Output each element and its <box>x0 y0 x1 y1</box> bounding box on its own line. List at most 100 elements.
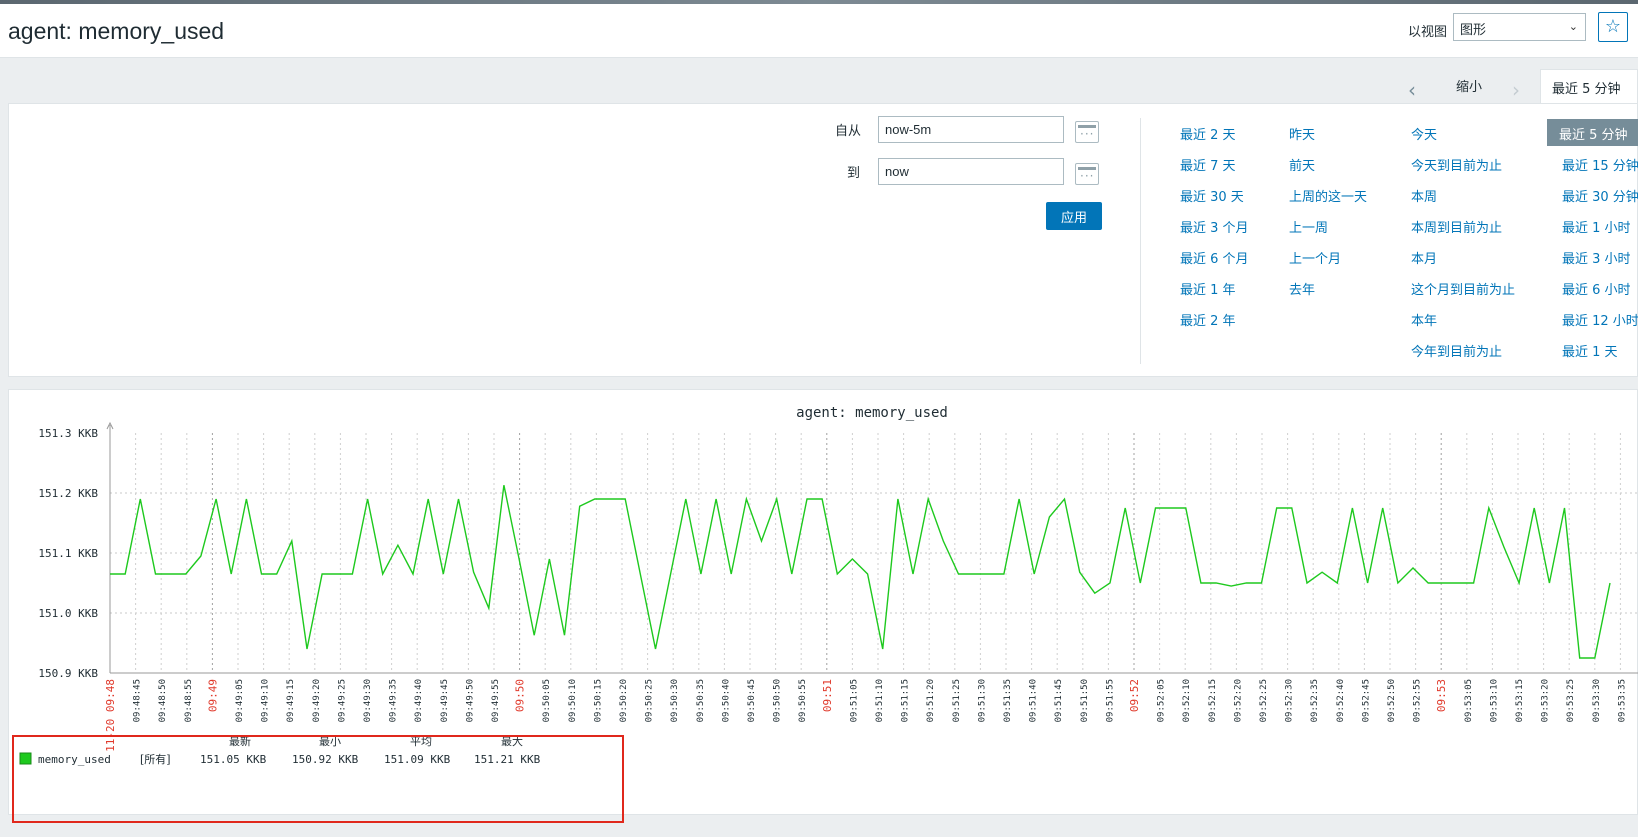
x-tick-label: 09:51:55 <box>1105 679 1115 722</box>
quick-link[interactable]: 最近 15 分钟 <box>1562 159 1638 174</box>
x-tick-label: 09:51:25 <box>952 679 962 722</box>
quick-link[interactable]: 本周到目前为止 <box>1411 221 1503 236</box>
from-input[interactable] <box>878 116 1064 143</box>
chevron-down-icon: ⌄ <box>1568 20 1578 33</box>
quick-link[interactable]: 最近 30 天 <box>1180 190 1244 205</box>
to-label: 到 <box>847 166 861 181</box>
legend-header: 最大 <box>501 734 523 748</box>
legend-item-func: [所有] <box>140 752 171 766</box>
page-title: agent: memory_used <box>8 18 225 44</box>
x-tick-label: 09:49:25 <box>337 679 347 722</box>
y-tick-label: 151.3 KKB <box>38 427 98 440</box>
x-tick-label: 09:49:30 <box>363 679 373 722</box>
x-tick-label: 09:50:40 <box>721 679 731 722</box>
x-tick-label: 09:50:45 <box>747 679 757 722</box>
legend-header: 最小 <box>319 735 341 748</box>
x-tick-label: 09:51:10 <box>875 679 885 722</box>
quick-link[interactable]: 上周的这一天 <box>1289 190 1368 205</box>
favorite-star-button[interactable]: ☆ <box>1598 12 1628 42</box>
legend-color-swatch <box>19 752 32 765</box>
quick-link[interactable]: 昨天 <box>1289 128 1316 143</box>
x-tick-label: 09:53:05 <box>1464 679 1474 722</box>
tab-time-period[interactable]: 最近 5 分钟 <box>1540 69 1638 104</box>
time-back-chevron-icon[interactable]: ‹ <box>1408 78 1416 102</box>
legend-item-name: memory_used <box>38 753 111 766</box>
quick-link[interactable]: 最近 12 小时 <box>1562 314 1638 329</box>
quick-link[interactable]: 这个月到目前为止 <box>1411 283 1516 298</box>
quick-link[interactable]: 最近 30 分钟 <box>1562 190 1638 205</box>
quick-link[interactable]: 今年到目前为止 <box>1411 345 1503 360</box>
quick-link[interactable]: 最近 6 小时 <box>1562 283 1631 298</box>
quick-link[interactable]: 去年 <box>1289 283 1316 298</box>
quick-link[interactable]: 本月 <box>1411 252 1438 267</box>
x-tick-label: 09:53:35 <box>1617 679 1627 722</box>
x-tick-label: 09:53:30 <box>1592 679 1602 722</box>
x-tick-label: 09:50:15 <box>593 679 603 722</box>
quick-link-selected[interactable]: 最近 5 分钟 <box>1547 119 1638 146</box>
calendar-icon[interactable] <box>1075 121 1099 143</box>
x-tick-label: 09:52:25 <box>1259 679 1269 722</box>
quick-link[interactable]: 最近 3 个月 <box>1180 221 1249 236</box>
x-tick-label: 09:51:05 <box>849 679 859 722</box>
quick-link[interactable]: 上一个月 <box>1289 252 1342 267</box>
calendar-icon[interactable] <box>1075 163 1099 185</box>
y-tick-label: 151.2 KKB <box>38 487 98 500</box>
to-input[interactable] <box>878 158 1064 185</box>
quick-link[interactable]: 本年 <box>1411 314 1438 329</box>
x-tick-label: 09:52:20 <box>1233 679 1243 722</box>
top-accent-bar <box>0 0 1638 4</box>
view-as-select[interactable]: 图形 ⌄ <box>1453 13 1586 41</box>
quick-link[interactable]: 最近 2 年 <box>1180 314 1236 329</box>
x-tick-label: 09:52 <box>1128 679 1141 712</box>
x-tick-label: 09:49:15 <box>286 679 296 722</box>
x-tick-label: 09:48:50 <box>158 679 168 722</box>
x-tick-label: 09:49 <box>206 679 219 712</box>
y-tick-label: 151.0 KKB <box>38 607 98 620</box>
apply-button[interactable]: 应用 <box>1046 202 1102 230</box>
x-tick-label: 09:50 <box>514 679 527 712</box>
from-label: 自从 <box>835 124 862 139</box>
star-icon: ☆ <box>1604 16 1622 37</box>
view-as-value: 图形 <box>1460 23 1487 38</box>
x-tick-label: 09:49:05 <box>235 679 245 722</box>
x-tick-label: 09:51:50 <box>1080 679 1090 722</box>
quick-link[interactable]: 最近 1 天 <box>1562 345 1618 360</box>
x-tick-label: 09:49:35 <box>389 679 399 722</box>
x-tick-label: 09:51:30 <box>977 679 987 722</box>
x-tick-label: 11-20 09:48 <box>104 679 117 752</box>
quick-link[interactable]: 最近 3 小时 <box>1562 252 1631 267</box>
quick-link[interactable]: 最近 2 天 <box>1180 128 1236 143</box>
x-tick-label: 09:49:45 <box>440 679 450 722</box>
x-tick-label: 09:52:40 <box>1336 679 1346 722</box>
quick-link[interactable]: 最近 7 天 <box>1180 159 1236 174</box>
quick-link[interactable]: 前天 <box>1289 159 1316 174</box>
zoom-out-button[interactable]: 缩小 <box>1456 80 1483 95</box>
quick-link[interactable]: 今天到目前为止 <box>1411 159 1503 174</box>
x-tick-label: 09:52:45 <box>1361 679 1371 722</box>
legend-header: 最新 <box>229 734 251 748</box>
x-tick-label: 09:50:35 <box>696 679 706 722</box>
x-tick-label: 09:53:10 <box>1489 679 1499 722</box>
x-tick-label: 09:52:50 <box>1387 679 1397 722</box>
x-tick-label: 09:50:50 <box>773 679 783 722</box>
quick-link[interactable]: 最近 6 个月 <box>1180 252 1249 267</box>
legend-value: 150.92 KKB <box>292 753 359 766</box>
x-tick-label: 09:50:55 <box>798 679 808 722</box>
quick-link[interactable]: 本周 <box>1411 190 1438 205</box>
x-tick-label: 09:51:20 <box>926 679 936 722</box>
x-tick-label: 09:52:10 <box>1182 679 1192 722</box>
divider <box>1140 118 1141 364</box>
quick-link[interactable]: 上一周 <box>1289 221 1329 236</box>
x-tick-label: 09:51:45 <box>1054 679 1064 722</box>
quick-link[interactable]: 今天 <box>1411 128 1438 143</box>
quick-link[interactable]: 最近 1 年 <box>1180 283 1236 298</box>
quick-link[interactable]: 最近 1 小时 <box>1562 221 1631 236</box>
x-tick-label: 09:52:30 <box>1285 679 1295 722</box>
x-tick-label: 09:53:25 <box>1566 679 1576 722</box>
legend-value: 151.09 KKB <box>384 753 451 766</box>
legend-value: 151.21 KKB <box>474 753 541 766</box>
view-as-label: 以视图 <box>1408 25 1448 40</box>
time-forward-chevron-icon[interactable]: › <box>1512 78 1520 102</box>
x-tick-label: 09:52:55 <box>1413 679 1423 722</box>
x-tick-label: 09:50:20 <box>619 679 629 722</box>
